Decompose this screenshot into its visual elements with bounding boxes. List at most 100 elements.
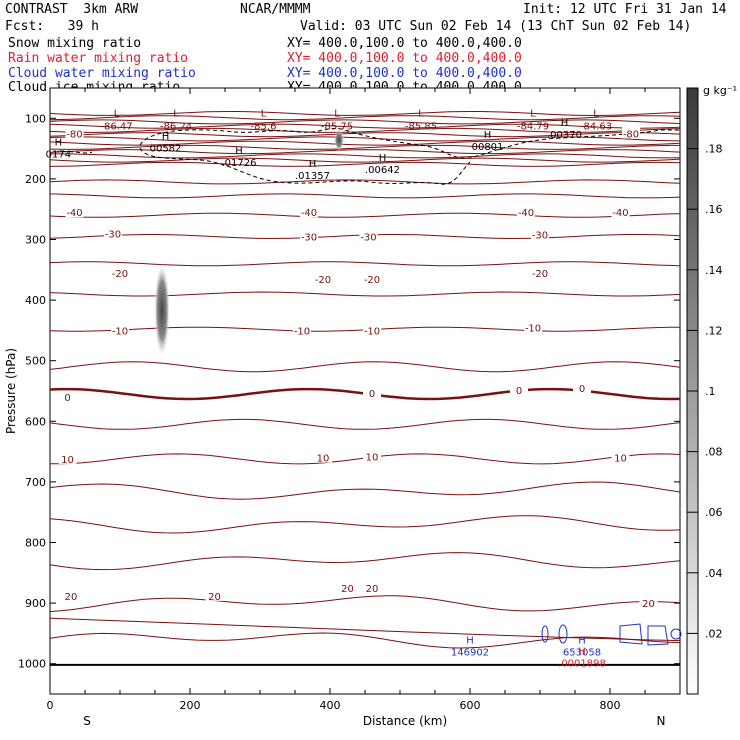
high-marker: H	[309, 159, 317, 170]
temperature-label: -30	[105, 229, 121, 240]
snow-plume-low	[154, 262, 170, 358]
high-marker: H	[484, 130, 492, 141]
temperature-label-bg	[205, 589, 224, 601]
model-title: CONTRAST 3km ARW	[5, 2, 139, 17]
y-tick-label: 200	[25, 173, 46, 186]
high-value: .00642	[365, 165, 400, 176]
temperature-label: -20	[532, 269, 548, 280]
high-marker: H	[578, 636, 586, 647]
temperature-label: 10	[366, 452, 379, 463]
org-label: NCAR/MMMM	[240, 2, 311, 17]
high-marker: H	[561, 118, 569, 129]
high-value: .01357	[295, 171, 330, 182]
temperature-label: 10	[61, 455, 74, 466]
temperature-label-bg	[531, 228, 549, 240]
high-value: 0174	[46, 149, 71, 160]
y-tick-label: 400	[25, 294, 46, 307]
temperature-label: 0	[64, 393, 70, 404]
temperature-label: -30	[301, 232, 317, 243]
valid-time: Valid: 03 UTC Sun 02 Feb 14 (13 ChT Sun …	[300, 19, 692, 34]
low-marker: L	[530, 108, 536, 119]
low-value: -85.6	[251, 121, 277, 132]
temperature-label-bg	[300, 230, 318, 242]
isotherm-line	[49, 261, 681, 267]
x-tick-label: 800	[600, 699, 621, 712]
temperature-label-bg	[363, 272, 381, 284]
isotherm-line	[49, 140, 681, 146]
temperature-label: 0	[516, 386, 522, 397]
isotherm-line	[49, 132, 681, 138]
temperature-label: -10	[364, 326, 380, 337]
field-rain-name: Rain water mixing ratio	[8, 51, 189, 66]
high-value: .0001898	[558, 658, 606, 669]
isotherm-line	[49, 111, 681, 117]
y-tick-label: 600	[25, 415, 46, 428]
y-tick-label: 900	[25, 597, 46, 610]
temperature-label: 0	[579, 384, 585, 395]
temperature-label: 20	[208, 592, 221, 603]
temperature-label-bg	[639, 597, 658, 609]
colorbar-unit: g kg⁻¹	[703, 84, 737, 97]
low-value: -86.47	[100, 121, 132, 132]
high-marker: H	[379, 153, 387, 164]
colorbar-tick-label: .06	[705, 506, 723, 519]
cloud-water-blob	[558, 624, 568, 644]
temperature-label-bg	[510, 383, 528, 395]
temperature-label: 20	[65, 592, 78, 603]
y-tick-label: 1000	[18, 658, 46, 671]
forecast-hour: Fcst: 39 h	[5, 19, 99, 34]
temperature-label-bg	[363, 450, 381, 462]
colorbar-tick-label: .04	[705, 567, 723, 580]
high-value: 00801	[472, 142, 504, 153]
field-snow-xy: XY= 400.0,100.0 to 400.0,400.0	[287, 36, 522, 51]
isotherm-line	[49, 595, 681, 613]
temperature-label-bg	[363, 324, 381, 336]
temperature-label-bg	[363, 581, 381, 593]
low-value: -86.24	[160, 121, 192, 132]
low-value: -84.63	[580, 121, 612, 132]
y-tick-label: 500	[25, 355, 46, 368]
temperature-label-bg	[58, 452, 77, 464]
high-value: 00582	[150, 143, 182, 154]
temperature-label-bg	[611, 206, 630, 218]
low-marker: L	[173, 108, 179, 119]
temperature-label: -80	[66, 129, 82, 140]
y-axis-label: Pressure (hPa)	[4, 348, 18, 434]
temperature-label-bg	[622, 127, 640, 139]
x-end-left: S	[83, 714, 91, 728]
high-marker: H	[162, 131, 170, 142]
temperature-label: -10	[294, 326, 310, 337]
cloud-ice-contour	[54, 127, 680, 185]
low-value: -85.75	[321, 121, 353, 132]
temperature-label: -40	[518, 208, 534, 219]
isotherm-line	[49, 361, 681, 373]
x-tick-label: 200	[180, 699, 201, 712]
x-tick-label: 600	[460, 699, 481, 712]
colorbar-tick-label: .16	[705, 203, 723, 216]
snow-plume-high	[334, 129, 344, 151]
field-rain-xy: XY= 400.0,100.0 to 400.0,400.0	[287, 51, 522, 66]
temperature-label-bg	[65, 127, 84, 139]
init-time: Init: 12 UTC Fri 31 Jan 14	[523, 2, 727, 17]
temperature-label-bg	[363, 386, 381, 398]
field-cloudwater-name: Cloud water mixing ratio	[8, 66, 196, 81]
temperature-label-bg	[58, 391, 77, 403]
temperature-label: -20	[364, 275, 380, 286]
temperature-label: -10	[112, 326, 128, 337]
temperature-label: 0	[369, 389, 375, 400]
isotherm-line	[49, 552, 681, 571]
low-marker: L	[418, 108, 424, 119]
temperature-label: 10	[614, 454, 627, 465]
isotherm-line	[49, 212, 681, 218]
high-value: 653058	[563, 648, 601, 659]
temperature-label: 20	[341, 584, 354, 595]
y-tick-label: 800	[25, 537, 46, 550]
contour-labels: -80 -80 -40 -40 -40 -40 -30 -30 -30 -30 -20 -20 -20 -…	[46, 108, 658, 669]
cloud-water-contours	[541, 623, 682, 646]
isotherm-line	[49, 193, 681, 199]
isotherm-line	[49, 418, 681, 430]
temperature-label: -40	[301, 208, 317, 219]
isotherm-line	[49, 481, 681, 500]
cloud-water-blob	[541, 625, 549, 643]
